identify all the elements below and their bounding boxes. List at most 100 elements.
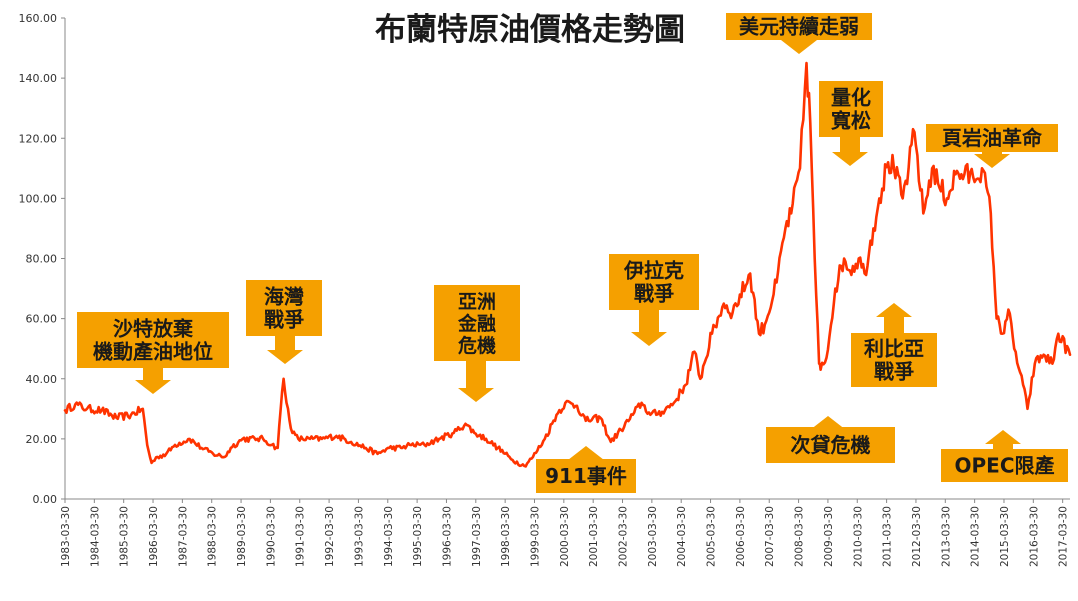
- y-tick-group: 0.00 20.00 40.00 60.00 80.00 100.00 120.00 140.…: [19, 12, 65, 506]
- x-tick-label: 1983-03-30: [60, 506, 72, 567]
- annotation: 次貸危機: [766, 416, 895, 463]
- annotation-arrow: [876, 303, 912, 333]
- y-tick-label: 120.00: [19, 132, 58, 145]
- x-tick-label: 2004-03-30: [676, 506, 688, 567]
- x-tick-label: 1988-03-30: [207, 506, 219, 567]
- y-tick-label: 60.00: [26, 313, 58, 326]
- x-tick-label: 1987-03-30: [177, 506, 189, 567]
- x-tick-label: 2010-03-30: [852, 506, 864, 567]
- series-line-brent: [63, 61, 1072, 468]
- x-tick-label: 1993-03-30: [353, 506, 365, 567]
- annotation-box: [941, 449, 1068, 482]
- annotation-box: [766, 427, 895, 463]
- annotation-arrow: [810, 416, 846, 430]
- x-tick-group: 1983-03-30 1984-03-30 1985-03-30 1986-03-30…: [60, 499, 1070, 567]
- x-tick-label: 2007-03-30: [764, 506, 776, 567]
- x-tick-label: 1986-03-30: [148, 506, 160, 567]
- annotation-label: 美元持續走弱: [739, 15, 859, 39]
- annotation-label: 911事件: [545, 464, 627, 488]
- x-tick-label: 2003-03-30: [647, 506, 659, 567]
- annotation-label: 機動產油地位: [93, 340, 213, 364]
- annotation-label: 危機: [458, 334, 496, 357]
- x-tick-label: 2015-03-30: [999, 506, 1011, 567]
- x-tick-label: 1984-03-30: [89, 506, 101, 567]
- y-tick-label: 140.00: [19, 72, 58, 85]
- x-tick-label: 2013-03-30: [940, 506, 952, 567]
- x-tick-label: 2012-03-30: [911, 506, 923, 567]
- x-tick-label: 1990-03-30: [265, 506, 277, 567]
- annotation-arrow: [135, 368, 171, 394]
- annotation-box: [246, 280, 322, 336]
- annotation-label: 沙特放棄: [113, 317, 194, 341]
- x-tick-label: 2011-03-30: [882, 506, 894, 567]
- chart-title: 布蘭特原油價格走勢圖: [375, 12, 685, 48]
- annotation-label: 戰爭: [874, 360, 914, 384]
- annotation-arrow: [568, 446, 604, 460]
- y-tick-label: 80.00: [26, 253, 58, 266]
- annotation: 頁岩油革命: [926, 124, 1058, 168]
- x-tick-label: 2008-03-30: [794, 506, 806, 567]
- annotation-label: 伊拉克: [623, 259, 684, 283]
- annotation-arrow: [985, 430, 1021, 449]
- x-tick-label: 1999-03-30: [529, 506, 541, 567]
- annotation-group: 沙特放棄機動產油地位海灣戰爭亞洲金融危機911事件伊拉克戰爭美元持續走弱量化寬松…: [77, 13, 1068, 493]
- y-tick-label: 160.00: [19, 12, 58, 25]
- annotation-box: [434, 285, 520, 361]
- x-tick-label: 2001-03-30: [588, 506, 600, 567]
- annotation-box: [926, 124, 1058, 152]
- x-tick-label: 1995-03-30: [412, 506, 424, 567]
- annotation-label: OPEC限產: [955, 454, 1055, 478]
- x-tick-label: 1997-03-30: [471, 506, 483, 567]
- x-tick-label: 2005-03-30: [706, 506, 718, 567]
- annotation-arrow: [631, 310, 667, 346]
- annotation: 911事件: [536, 446, 636, 493]
- x-tick-label: 2014-03-30: [970, 506, 982, 567]
- x-tick-label: 1992-03-30: [324, 506, 336, 567]
- annotation-arrow: [267, 336, 303, 364]
- y-tick-label: 20.00: [26, 433, 58, 446]
- annotation-label: 戰爭: [634, 282, 674, 306]
- annotation-label: 頁岩油革命: [942, 126, 1043, 150]
- x-tick-label: 1989-03-30: [236, 506, 248, 567]
- x-tick-label: 1991-03-30: [295, 506, 307, 567]
- x-tick-label: 2006-03-30: [735, 506, 747, 567]
- annotation-arrow: [974, 152, 1010, 168]
- annotation-label: 戰爭: [264, 308, 304, 332]
- x-tick-label: 1998-03-30: [500, 506, 512, 567]
- annotation-label: 海灣: [264, 285, 304, 309]
- x-tick-label: 2016-03-30: [1028, 506, 1040, 567]
- x-tick-label: 2000-03-30: [559, 506, 571, 567]
- x-tick-label: 2017-03-30: [1058, 506, 1070, 567]
- annotation-box: [77, 312, 229, 368]
- annotation-label: 金融: [457, 312, 496, 335]
- annotation: 美元持續走弱: [726, 13, 872, 54]
- annotation-box: [609, 254, 699, 310]
- x-tick-label: 2002-03-30: [618, 506, 630, 567]
- annotation-box: [851, 333, 937, 387]
- x-tick-label: 1996-03-30: [441, 506, 453, 567]
- y-tick-label: 100.00: [19, 192, 58, 205]
- y-tick-label: 40.00: [26, 373, 58, 386]
- x-tick-label: 1994-03-30: [383, 506, 395, 567]
- annotation-arrow: [458, 361, 494, 402]
- annotation-box: [819, 81, 883, 137]
- annotation-arrow: [781, 40, 817, 54]
- annotation-label: 量化: [831, 86, 871, 110]
- annotation-label: 利比亞: [864, 337, 924, 361]
- x-tick-label: 1985-03-30: [119, 506, 131, 567]
- annotation-label: 亞洲: [458, 291, 496, 313]
- annotation-label: 寬松: [831, 109, 871, 133]
- annotation-box: [726, 13, 872, 40]
- annotation: OPEC限產: [941, 430, 1068, 482]
- annotation-label: 次貸危機: [791, 433, 871, 457]
- annotation-arrow: [832, 137, 868, 166]
- x-tick-label: 2009-03-30: [823, 506, 835, 567]
- annotation-box: [536, 459, 636, 493]
